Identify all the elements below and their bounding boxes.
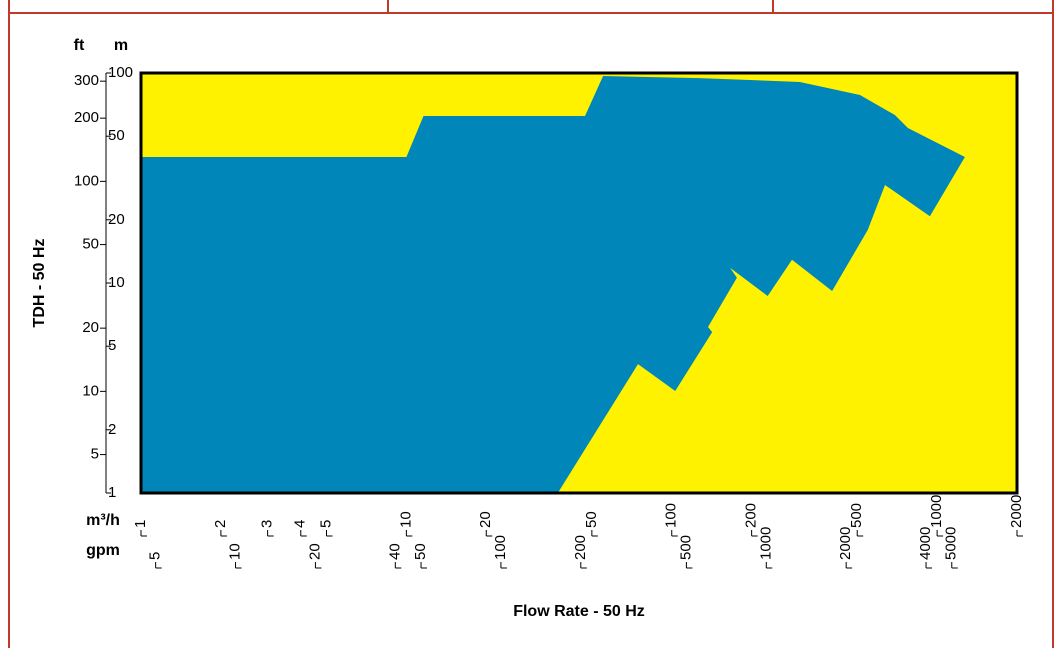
x2-unit: gpm — [86, 542, 120, 559]
y-tick-label: 5 — [108, 337, 116, 354]
xticks-label: 3 — [259, 520, 276, 528]
y2-tick-label: 300 — [74, 72, 99, 89]
y-axis-title: TDH - 50 Hz — [31, 239, 48, 328]
xticks-label: 100 — [663, 503, 680, 528]
xticks-label: 1 — [132, 520, 149, 528]
x2ticks-label: 2000 — [837, 527, 854, 560]
x2ticks-label: 10 — [227, 543, 244, 560]
x2ticks-label: 20 — [306, 543, 323, 560]
y-tick-label: 50 — [108, 127, 125, 144]
x2ticks-label: 5 — [147, 552, 164, 560]
x2ticks-label: 40 — [386, 543, 403, 560]
y2-unit: ft — [74, 37, 85, 54]
xticks-label: 2000 — [1008, 495, 1025, 528]
xticks-label: 4 — [292, 520, 309, 528]
coverage-area — [141, 76, 965, 493]
y2-tick-label: 10 — [82, 382, 99, 399]
x-axis-title: Flow Rate - 50 Hz — [513, 603, 645, 620]
xticks-label: 10 — [397, 511, 414, 528]
xticks-label: 50 — [583, 511, 600, 528]
xticks-label: 1000 — [928, 495, 945, 528]
x2ticks-label: 500 — [677, 535, 694, 560]
y-tick-label: 20 — [108, 211, 125, 228]
xticks-label: 500 — [848, 503, 865, 528]
x2ticks-label: 100 — [492, 535, 509, 560]
x2ticks-label: 4000 — [917, 527, 934, 560]
x2ticks-label: 50 — [412, 543, 429, 560]
xticks-label: 2 — [212, 520, 229, 528]
y-tick-label: 1 — [108, 484, 116, 501]
y2-tick-label: 50 — [82, 236, 99, 253]
x2ticks-label: 5000 — [943, 527, 960, 560]
y2-tick-label: 20 — [82, 319, 99, 336]
xticks-label: 20 — [477, 511, 494, 528]
plot-border — [139, 71, 1019, 495]
y-tick-label: 2 — [108, 421, 116, 438]
y-tick-label: 100 — [108, 64, 133, 81]
y2-tick-label: 5 — [91, 446, 99, 463]
y-unit: m — [114, 37, 128, 54]
x2ticks-label: 200 — [572, 535, 589, 560]
x2ticks-label: 1000 — [757, 527, 774, 560]
y-tick-label: 10 — [108, 274, 125, 291]
x-unit: m³/h — [86, 512, 120, 529]
y2-tick-label: 100 — [74, 172, 99, 189]
xticks-label: 200 — [743, 503, 760, 528]
xticks-label: 5 — [317, 520, 334, 528]
y2-tick-label: 200 — [74, 109, 99, 126]
